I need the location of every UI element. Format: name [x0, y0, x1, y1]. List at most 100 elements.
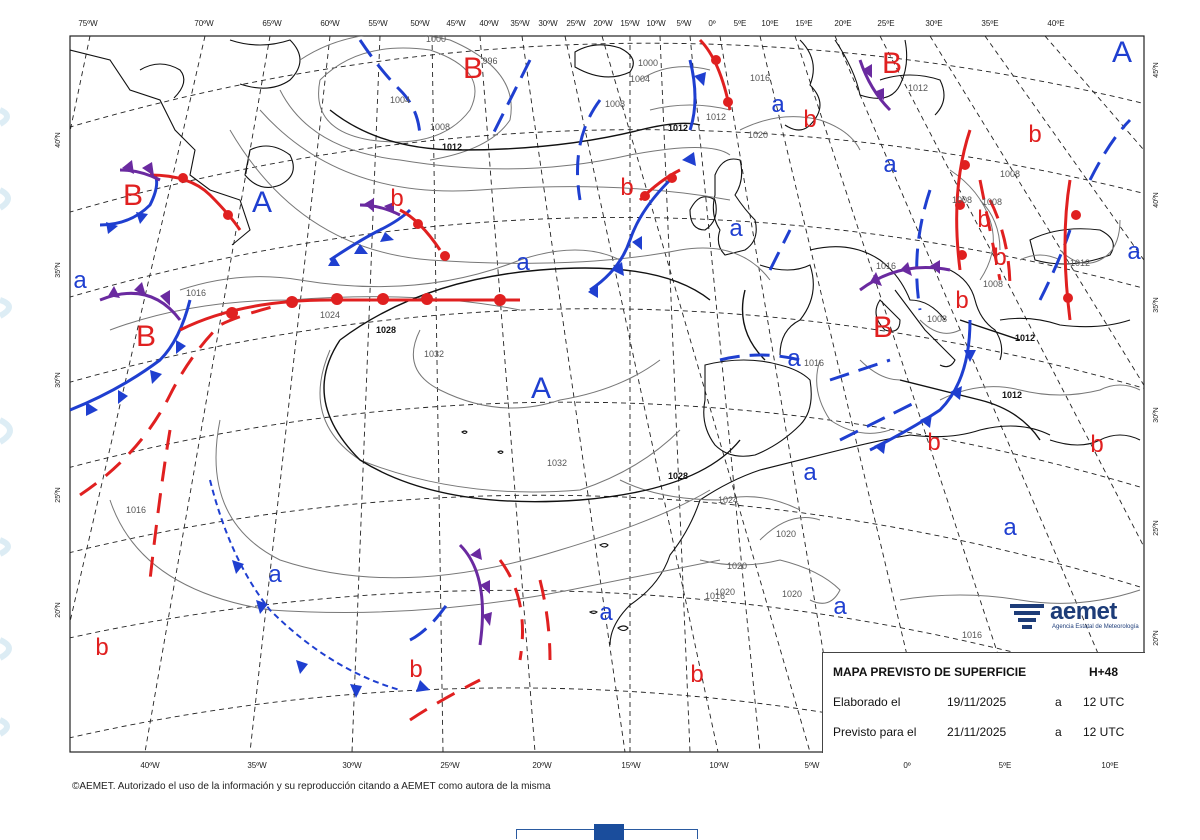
isobar-label: 1020 — [782, 589, 802, 599]
longitude-tick-label: 35ºW — [510, 19, 530, 28]
longitude-tick-label: 75ºW — [78, 19, 98, 28]
aemet-logo: aemet Agencia Estatal de Meteorología — [1008, 598, 1148, 638]
longitude-tick-label: 15ºW — [620, 19, 640, 28]
longitude-tick-label: 40ºW — [140, 761, 160, 770]
isobar-label: 1032 — [547, 458, 567, 468]
isobar-label: 1028 — [668, 471, 688, 481]
isobar-label: 1008 — [927, 314, 947, 324]
high-pressure-label: a — [599, 599, 613, 626]
longitude-tick-label: 30ºW — [538, 19, 558, 28]
bottom-longitude-labels: 40ºW 35ºW 30ºW 25ºW 20ºW 15ºW 10ºW 5ºW 0º 5ºE 10ºE — [140, 761, 1118, 770]
isobar-label: 1012 — [1070, 258, 1090, 268]
isobar-label: 1012 — [908, 83, 928, 93]
isobars — [109, 36, 1141, 613]
isobar-label: 1020 — [715, 587, 735, 597]
longitude-tick-label: 15ºE — [795, 19, 812, 28]
low-pressure-label: b — [95, 634, 108, 661]
isobar-label: 1016 — [876, 261, 896, 271]
isobar-labels: 1000 996 1004 1008 1012 1000 1004 1008 1012 1016 1… — [126, 34, 1090, 640]
high-pressure-label: A — [1112, 36, 1132, 69]
info-valid-date: 21/11/2025 — [947, 725, 1007, 739]
low-pressure-label: B — [873, 311, 893, 344]
page-tab[interactable] — [516, 824, 698, 840]
low-pressure-label: b — [977, 206, 990, 233]
longitude-tick-label: 60ºW — [320, 19, 340, 28]
high-pressure-label: A — [531, 372, 551, 405]
longitude-tick-label: 45ºW — [446, 19, 466, 28]
isobar-label: 1008 — [1000, 169, 1020, 179]
isobar-label: 1004 — [630, 74, 650, 84]
main-isobars — [323, 109, 1041, 503]
isobar-label: 1016 — [186, 288, 206, 298]
isobar-label: 1012 — [1015, 333, 1035, 343]
high-pressure-label: a — [883, 151, 897, 178]
high-pressure-label: a — [771, 91, 785, 118]
low-pressure-label: b — [803, 106, 816, 133]
latitude-tick-label: 40ºN — [1153, 192, 1160, 207]
longitude-tick-label: 20ºW — [593, 19, 613, 28]
isobar-label: 1016 — [750, 73, 770, 83]
info-valid-sep: a — [1055, 725, 1062, 739]
latitude-tick-label: 35ºN — [1153, 297, 1160, 312]
coastlines — [70, 39, 1141, 646]
isobar-label: 1012 — [706, 112, 726, 122]
right-latitude-labels: 45ºN 40ºN 35ºN 30ºN 25ºN 20ºN — [1153, 62, 1160, 645]
high-pressure-label: a — [1127, 238, 1141, 265]
latitude-tick-label: 25ºN — [55, 487, 62, 502]
info-valid-row: Previsto para el 21/11/2025 a 12 UTC — [833, 723, 1135, 741]
info-made-label: Elaborado el — [833, 695, 901, 709]
isobar-label: 996 — [482, 56, 497, 66]
low-pressure-label: B — [882, 47, 902, 80]
isobar-label: 1024 — [718, 495, 738, 505]
latitude-tick-label: 30ºN — [55, 372, 62, 387]
isobar-label: 1008 — [952, 195, 972, 205]
info-made-row: Elaborado el 19/11/2025 a 12 UTC — [833, 693, 1135, 711]
isobar-label: 1020 — [776, 529, 796, 539]
longitude-tick-label: 40ºW — [479, 19, 499, 28]
isobar-label: 1000 — [638, 58, 658, 68]
longitude-tick-label: 35ºE — [981, 19, 998, 28]
longitude-tick-label: 5ºW — [805, 761, 820, 770]
isobar-label: 1008 — [430, 122, 450, 132]
longitude-tick-label: 25ºE — [877, 19, 894, 28]
low-pressure-label: B — [123, 179, 143, 212]
aemet-logo-subtitle: Agencia Estatal de Meteorología — [1052, 624, 1139, 630]
cold-front-crosses — [232, 560, 430, 698]
isobar-label: 1020 — [727, 561, 747, 571]
cold-front-triangles — [86, 72, 976, 454]
page-tab-knob[interactable] — [594, 824, 624, 840]
low-pressure-label: b — [1028, 121, 1041, 148]
high-pressure-label: A — [252, 186, 272, 219]
longitude-tick-label: 55ºW — [368, 19, 388, 28]
low-pressure-label: b — [409, 656, 422, 683]
longitude-tick-label: 20ºW — [532, 761, 552, 770]
longitude-tick-label: 10ºW — [646, 19, 666, 28]
high-pressure-label: a — [1003, 514, 1017, 541]
low-pressure-label: B — [463, 52, 483, 85]
isobar-label: 1012 — [668, 123, 688, 133]
longitude-tick-label: 5ºE — [734, 19, 747, 28]
high-pressure-label: a — [787, 345, 801, 372]
longitude-tick-label: 25ºW — [440, 761, 460, 770]
latitude-tick-label: 30ºN — [1153, 407, 1160, 422]
occluded-fronts — [99, 59, 951, 646]
longitude-tick-label: 10ºE — [1101, 761, 1118, 770]
isobar-label: 1008 — [605, 99, 625, 109]
longitude-tick-label: 5ºW — [677, 19, 692, 28]
longitude-tick-label: 10ºW — [709, 761, 729, 770]
latitude-tick-label: 20ºN — [1153, 630, 1160, 645]
isobar-label: 1000 — [426, 34, 446, 44]
latitude-tick-label: 45ºN — [1153, 62, 1160, 77]
high-pressure-label: a — [516, 249, 530, 276]
longitude-tick-label: 5ºE — [999, 761, 1012, 770]
longitude-tick-label: 50ºW — [410, 19, 430, 28]
isobar-label: 1020 — [748, 130, 768, 140]
isobar-label: 1004 — [390, 95, 410, 105]
longitude-tick-label: 20ºE — [834, 19, 851, 28]
copyright-notice: ©AEMET. Autorizado el uso de la informac… — [72, 781, 551, 792]
forecast-info-box: MAPA PREVISTO DE SUPERFICIE H+48 Elabora… — [822, 652, 1145, 753]
isobar-label: 1012 — [1002, 390, 1022, 400]
info-title: MAPA PREVISTO DE SUPERFICIE — [833, 665, 1027, 679]
longitude-tick-label: 65ºW — [262, 19, 282, 28]
